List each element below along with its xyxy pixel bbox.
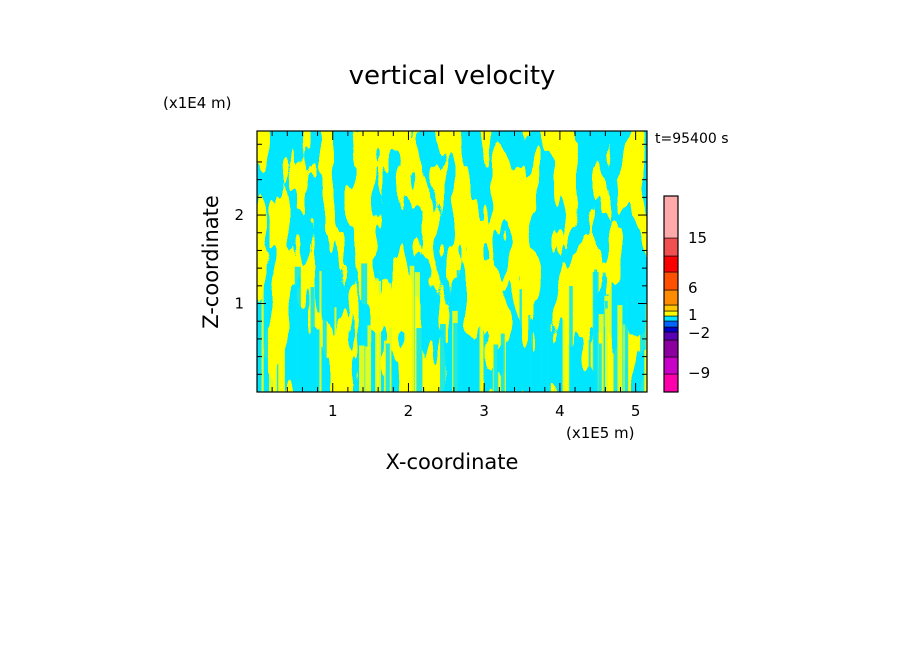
colorbar-swatch (663, 320, 679, 328)
field-streak (528, 315, 531, 392)
field-streak (624, 295, 629, 392)
positive-region (257, 131, 647, 392)
y-axis-unit: (x1E4 m) (163, 94, 232, 112)
y-tick-label: 2 (234, 206, 244, 224)
colorbar-swatch (663, 339, 679, 358)
colorbar-tick-label: 15 (688, 229, 707, 247)
field-streak (261, 283, 264, 392)
field-streak (385, 343, 390, 392)
field-streak (539, 304, 544, 392)
colorbar-swatch (663, 271, 679, 291)
colorbar-swatch (663, 237, 679, 257)
field-streak (361, 263, 368, 392)
field-streak (500, 333, 505, 392)
field-streak (319, 271, 322, 392)
field-streak (322, 290, 327, 392)
field-streak (404, 320, 411, 392)
colorbar-tick-label: 1 (688, 306, 698, 324)
field-streak (608, 283, 612, 392)
colorbar-swatch (663, 326, 679, 333)
x-tick-label: 5 (631, 402, 641, 420)
colorbar-frame (663, 195, 679, 393)
field-streak (310, 287, 315, 392)
field-streak (416, 328, 423, 392)
field-streak (644, 349, 647, 392)
field-streak (409, 265, 415, 392)
field-streak (278, 287, 285, 392)
field-streak (519, 289, 522, 392)
colorbar-tick-label: −2 (688, 324, 710, 342)
colorbar-swatch (663, 255, 679, 273)
velocity-field (257, 131, 647, 392)
field-streak (569, 285, 573, 392)
colorbar: 15 6 1−2 −9 (663, 195, 710, 393)
time-label: t=95400 s (655, 131, 729, 147)
colorbar-swatch (663, 356, 679, 375)
plot-frame (256, 130, 648, 393)
colorbar-swatch (663, 304, 679, 312)
y-tick-label: 1 (234, 295, 244, 313)
y-axis-label: Z-coordinate (199, 195, 223, 329)
colorbar-swatch (663, 195, 679, 239)
field-streak (263, 294, 269, 392)
colorbar-swatch (663, 310, 679, 317)
field-streak (528, 330, 533, 392)
field-streak (506, 351, 509, 392)
x-tick-label: 4 (555, 402, 565, 420)
field-streak (493, 344, 499, 392)
field-streak (268, 329, 276, 392)
field-streak (376, 280, 382, 392)
x-tick-label: 3 (479, 402, 489, 420)
chart-title: vertical velocity (349, 61, 556, 91)
field-streak (440, 323, 446, 392)
colorbar-tick-label: −9 (688, 364, 710, 382)
colorbar-tick-label: 6 (688, 279, 698, 297)
field-streak (640, 268, 647, 392)
field-streak (546, 277, 551, 392)
colorbar-swatch (663, 373, 679, 393)
field-streak (479, 300, 483, 392)
x-axis-unit: (x1E5 m) (566, 424, 635, 442)
colorbar-swatch (663, 289, 679, 306)
colorbar-swatch (663, 315, 679, 322)
field-streak (605, 308, 608, 392)
field-streak (592, 272, 599, 392)
x-tick-label: 1 (328, 402, 338, 420)
field-streak (645, 304, 647, 392)
lower-streaks (261, 263, 647, 392)
field-streak (334, 307, 337, 392)
x-tick-label: 2 (404, 402, 414, 420)
x-axis-label: X-coordinate (386, 450, 519, 474)
field-streak (617, 305, 623, 392)
field-streak (365, 346, 371, 392)
colorbar-swatch (663, 331, 679, 341)
field-streak (588, 339, 591, 392)
field-streak (598, 343, 602, 392)
field-streak (359, 345, 365, 392)
field-streak (294, 266, 301, 392)
field-streak (375, 278, 379, 392)
y-axis: 12 (234, 143, 647, 375)
field-streak (294, 302, 298, 392)
field-streak (613, 322, 620, 392)
field-streak (370, 342, 374, 392)
field-streak (564, 321, 570, 392)
x-axis: 1 2 3 4 5 (271, 131, 641, 420)
field-streak (388, 283, 392, 392)
field-streak (315, 331, 320, 392)
field-streak (453, 323, 460, 392)
